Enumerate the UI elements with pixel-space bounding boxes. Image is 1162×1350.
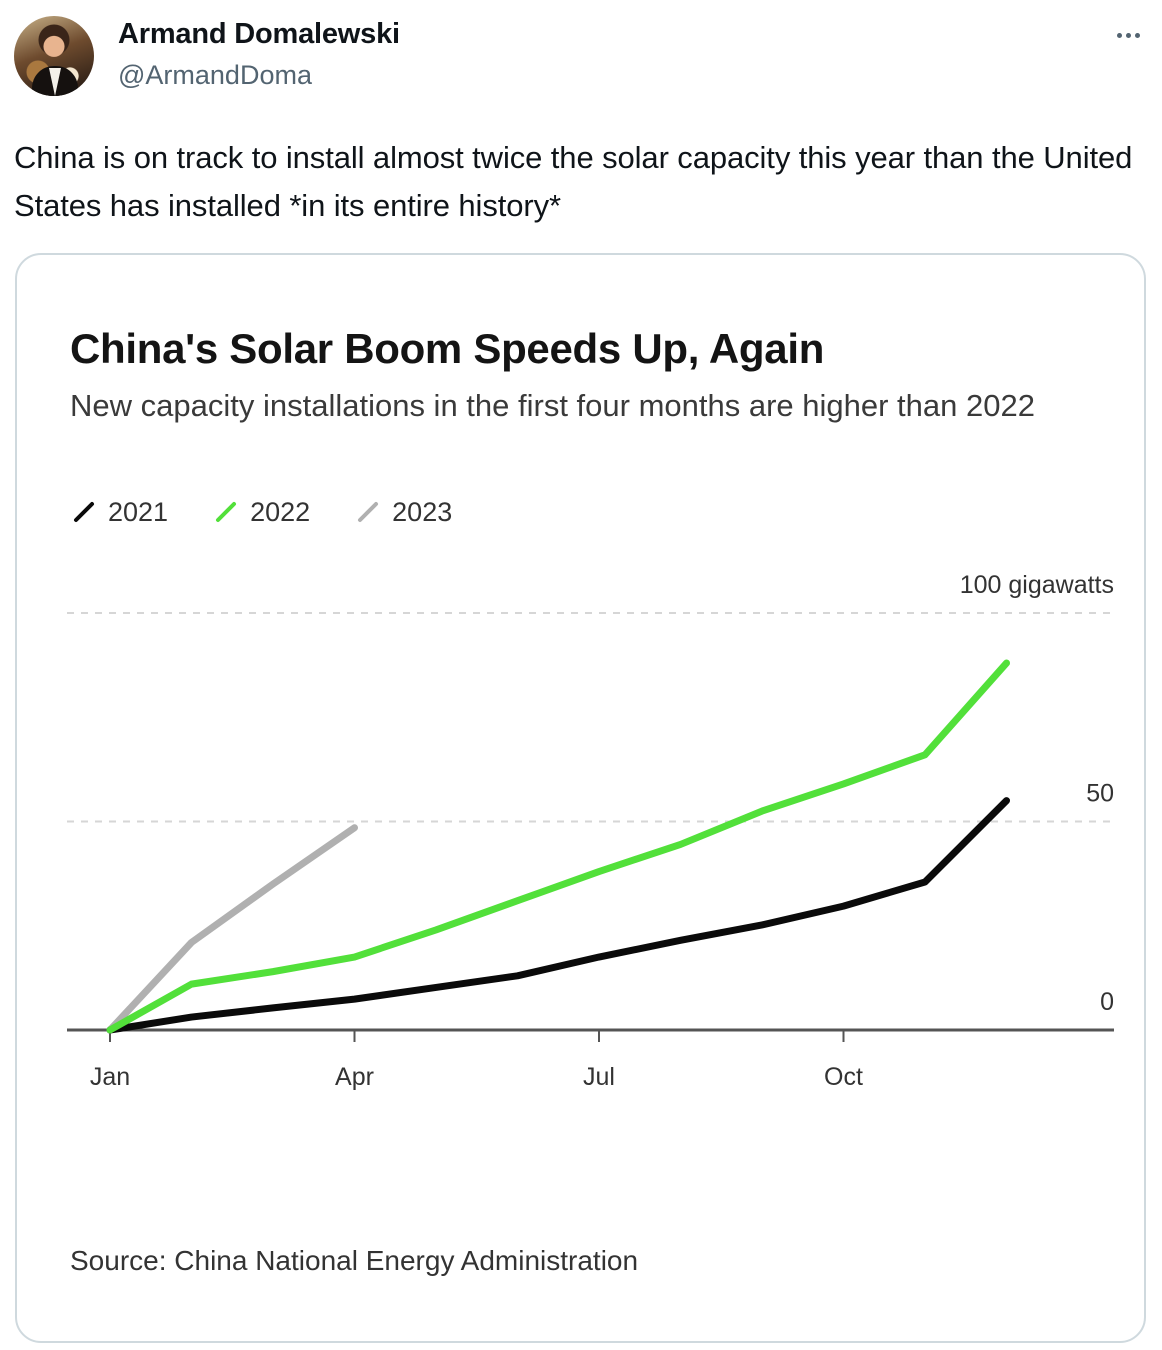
x-tick-label-jan: Jan [90,1063,130,1091]
legend-swatch-2023 [358,502,379,522]
legend-label-2022: 2022 [250,496,311,527]
legend-item-2022: 2022 [214,497,310,528]
legend-label-2021: 2021 [108,496,169,527]
tweet-text: China is on track to install almost twic… [14,140,1133,223]
author-display-name[interactable]: Armand Domalewski [118,18,400,50]
x-tick-label-apr: Apr [335,1063,374,1091]
series-line-2022 [106,659,1010,1034]
x-tick-label-oct: Oct [824,1063,863,1091]
y-unit-label: 100 gigawatts [960,571,1114,599]
line-chart: Jan Apr Jul Oct 0 50 100 gigawatts [67,571,1114,1091]
y-tick-label-0: 0 [1100,988,1114,1016]
series-line-2021 [106,797,1010,1034]
legend-swatch-2021 [74,502,94,522]
legend-item-2021: 2021 [72,497,168,528]
more-options-icon[interactable] [1110,20,1146,50]
legend-item-2023: 2023 [356,497,452,528]
chart-legend: 2021 2022 2023 [72,495,498,529]
chart-source: Source: China National Energy Administra… [70,1245,639,1276]
legend-label-2023: 2023 [392,496,453,527]
series-line-2023 [106,824,358,1034]
legend-swatch-2022 [216,502,237,522]
x-tick-label-jul: Jul [583,1063,615,1091]
author-handle[interactable]: @ArmandDoma [118,60,312,90]
chart-title: China's Solar Boom Speeds Up, Again [70,325,825,372]
chart-subtitle: New capacity installations in the first … [70,388,1035,423]
y-tick-label-50: 50 [1086,780,1114,808]
author-avatar[interactable] [14,16,94,96]
chart-image-card[interactable]: China's Solar Boom Speeds Up, Again New … [15,253,1146,1343]
